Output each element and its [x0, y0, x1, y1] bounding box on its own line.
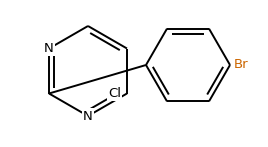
Text: Cl: Cl	[108, 87, 121, 100]
Text: Br: Br	[234, 59, 249, 71]
Text: N: N	[83, 110, 93, 122]
Text: N: N	[44, 42, 54, 55]
